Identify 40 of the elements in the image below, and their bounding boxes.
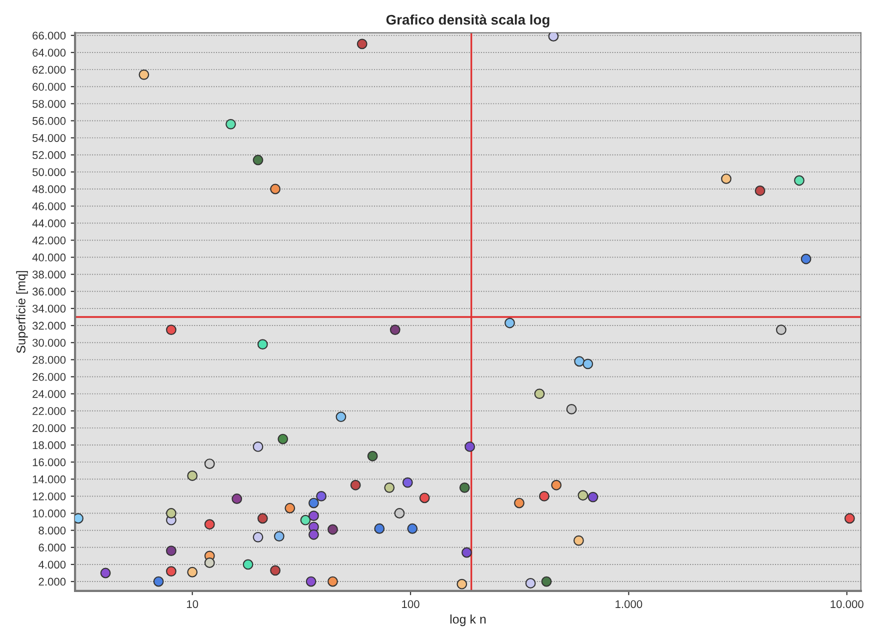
- y-tick-label: 48.000: [32, 185, 66, 194]
- y-tick-label: 28.000: [32, 356, 66, 364]
- y-tick-label: 36.000: [32, 288, 66, 296]
- y-tick-label: 32.000: [32, 322, 66, 330]
- y-tick-label: 26.000: [32, 373, 66, 381]
- y-tick-label: 18.000: [32, 441, 66, 450]
- y-tick-label: 40.000: [32, 254, 66, 262]
- x-axis-title: log k n: [450, 614, 486, 626]
- y-tick-label: 44.000: [32, 219, 66, 228]
- y-tick-label: 62.000: [32, 66, 66, 74]
- x-tick-label: 100: [402, 600, 420, 608]
- y-tick-label: 30.000: [32, 338, 66, 347]
- y-tick-label: 4.000: [38, 560, 66, 569]
- x-tick-label: 10: [187, 600, 198, 608]
- y-tick-label: 60.000: [32, 82, 66, 91]
- y-tick-label: 66.000: [32, 32, 66, 40]
- y-tick-label: 64.000: [32, 48, 66, 57]
- y-tick-label: 10.000: [32, 510, 66, 518]
- y-tick-label: 46.000: [32, 202, 66, 210]
- y-tick-label: 54.000: [32, 134, 66, 142]
- x-tick-label: 10.000: [830, 600, 864, 608]
- y-tick-label: 50.000: [32, 168, 66, 176]
- y-tick-label: 12.000: [32, 492, 66, 500]
- y-tick-label: 24.000: [32, 390, 66, 398]
- y-tick-label: 16.000: [32, 458, 66, 466]
- y-tick-label: 2.000: [38, 578, 66, 586]
- y-tick-label: 6.000: [38, 544, 66, 552]
- y-tick-label: 56.000: [32, 117, 66, 125]
- x-tick-label: 1.000: [616, 600, 642, 608]
- y-tick-label: 34.000: [32, 304, 66, 313]
- y-tick-label: 22.000: [32, 407, 66, 416]
- y-tick-label: 14.000: [32, 475, 66, 484]
- y-axis-title: Superficie [mq]: [16, 271, 28, 354]
- y-tick-label: 8.000: [38, 526, 66, 534]
- y-tick-label: 42.000: [32, 236, 66, 244]
- y-tick-label: 20.000: [32, 424, 66, 432]
- y-tick-label: 52.000: [32, 151, 66, 160]
- y-tick-label: 58.000: [32, 100, 66, 108]
- chart-title: Grafico densità scala log: [386, 14, 550, 28]
- y-tick-label: 38.000: [32, 270, 66, 278]
